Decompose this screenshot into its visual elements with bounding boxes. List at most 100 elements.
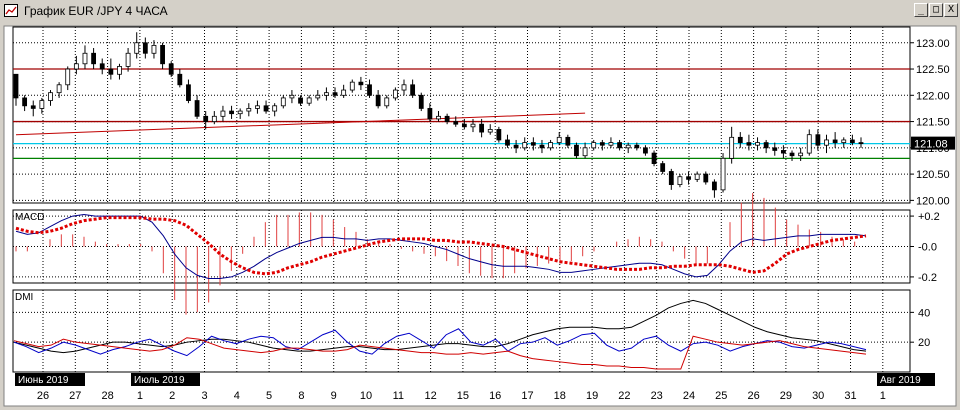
- candle: [780, 145, 786, 159]
- candle: [599, 139, 605, 151]
- candle-body: [677, 176, 683, 186]
- candle-body: [341, 89, 347, 96]
- candle: [703, 171, 709, 185]
- candle-body: [496, 129, 502, 141]
- candle: [151, 40, 157, 59]
- candle: [418, 92, 424, 112]
- candle-body: [574, 144, 579, 157]
- candle: [806, 129, 812, 156]
- candle-body: [444, 115, 450, 122]
- candle: [824, 134, 829, 154]
- trend-line: [15, 112, 586, 136]
- candle-body: [513, 144, 519, 149]
- candle: [298, 95, 303, 106]
- x-tick-label: 1: [880, 390, 886, 402]
- candle-body: [82, 52, 88, 65]
- candle: [694, 171, 700, 182]
- candle: [125, 48, 131, 72]
- candle-body: [289, 94, 295, 99]
- candle-body: [565, 136, 571, 146]
- candle: [729, 126, 735, 164]
- candle: [280, 95, 286, 109]
- x-tick-label: 24: [683, 390, 695, 402]
- candle-body: [229, 110, 234, 115]
- x-tick-label: 19: [586, 390, 598, 402]
- dmi-adx-line: [13, 299, 867, 354]
- candle-body: [582, 147, 588, 157]
- candle-body: [755, 142, 760, 146]
- candle-body: [203, 115, 209, 122]
- candle-body: [729, 136, 735, 159]
- window-title: График EUR /JPY 4 ЧАСА: [24, 4, 168, 18]
- x-tick-label: 25: [715, 390, 727, 402]
- candle-body: [461, 123, 467, 128]
- candle: [220, 105, 226, 122]
- candle-body: [280, 97, 286, 107]
- month-label: Авг 2019: [880, 375, 921, 386]
- candle: [211, 111, 217, 125]
- close-button[interactable]: X: [944, 3, 958, 17]
- macd-axis-label: -0.0: [918, 242, 937, 254]
- month-label-bg: [15, 373, 85, 386]
- candle-body: [99, 63, 105, 70]
- candle-body: [651, 152, 657, 164]
- x-tick-label: 8: [298, 390, 304, 402]
- candle: [108, 58, 114, 80]
- candle: [117, 63, 122, 80]
- candle: [574, 142, 579, 159]
- candle-body: [798, 152, 804, 157]
- candle-body: [737, 136, 743, 143]
- price-axis-label: 123.00: [916, 38, 950, 50]
- x-tick-label: 1: [137, 390, 143, 402]
- candle: [246, 103, 252, 117]
- macd-signal-line: [15, 216, 867, 276]
- x-tick-label: 26: [37, 390, 49, 402]
- candle: [496, 126, 502, 143]
- x-tick-label: 12: [424, 390, 436, 402]
- candle-body: [91, 52, 97, 65]
- candle: [444, 113, 450, 125]
- candle-body: [194, 100, 200, 117]
- maximize-button[interactable]: □: [929, 3, 943, 17]
- candle: [367, 79, 372, 98]
- candle-body: [720, 157, 726, 191]
- candle: [358, 76, 364, 91]
- dmi-title: DMI: [15, 292, 33, 303]
- month-label: Июль 2019: [134, 375, 185, 386]
- candle-body: [375, 94, 381, 107]
- candle-body: [65, 68, 71, 86]
- candle-body: [849, 139, 855, 143]
- candle-body: [470, 123, 476, 128]
- candle-body: [384, 97, 390, 107]
- candle-body: [306, 97, 312, 104]
- candle: [548, 139, 553, 151]
- candle-body: [22, 97, 28, 107]
- candle: [56, 82, 62, 98]
- x-tick-label: 9: [331, 390, 337, 402]
- x-tick-label: 30: [812, 390, 824, 402]
- candle: [763, 139, 769, 154]
- candle-body: [177, 73, 183, 86]
- candle-body: [556, 136, 562, 143]
- candle: [789, 150, 795, 161]
- x-tick-label: 31: [844, 390, 856, 402]
- candle: [643, 145, 648, 156]
- candle: [582, 142, 588, 159]
- candle-body: [479, 123, 485, 133]
- candle-body: [392, 89, 398, 99]
- month-label-bg: [877, 373, 935, 386]
- candle-body: [453, 121, 459, 125]
- candle-body: [591, 142, 597, 149]
- candle-body: [427, 108, 433, 120]
- minimize-button[interactable]: _: [914, 3, 928, 17]
- candle: [720, 153, 726, 193]
- candle-body: [824, 139, 829, 146]
- candle-body: [746, 142, 752, 146]
- current-price-box: [911, 136, 955, 150]
- candle-body: [263, 105, 269, 112]
- candle: [530, 137, 536, 151]
- candle: [591, 139, 597, 151]
- candle: [858, 137, 864, 148]
- price-axis-label: 120.00: [916, 195, 950, 207]
- dmi-minus_di-line: [13, 335, 867, 370]
